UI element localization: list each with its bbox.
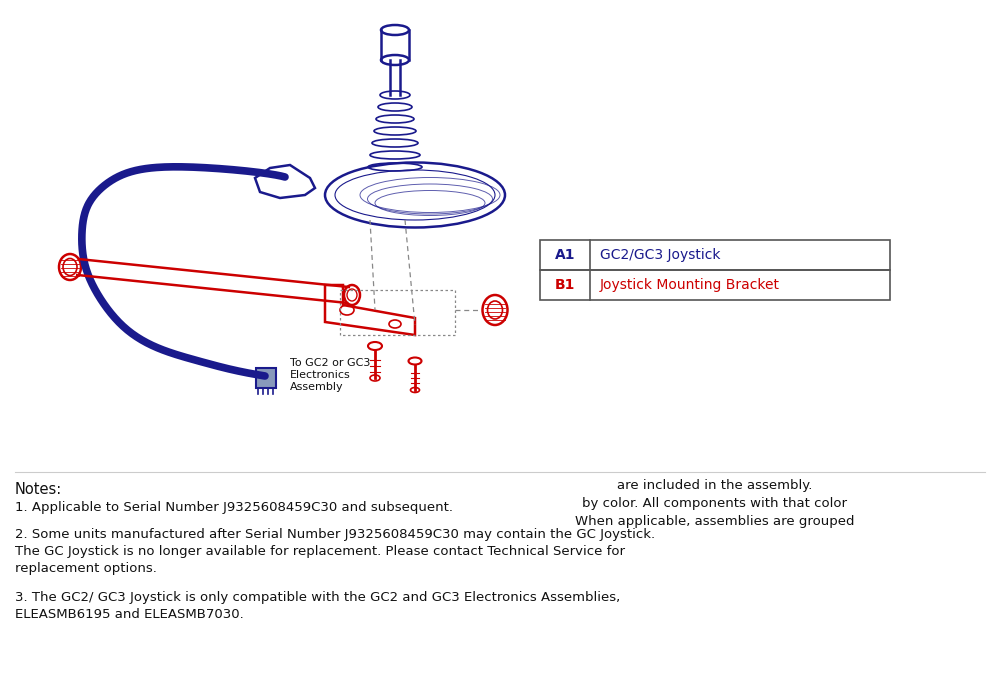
Text: are included in the assembly.: are included in the assembly. [617,479,813,492]
Text: A1: A1 [555,248,575,262]
Text: GC2/GC3 Joystick: GC2/GC3 Joystick [600,248,720,262]
Text: The GC Joystick is no longer available for replacement. Please contact Technical: The GC Joystick is no longer available f… [15,545,625,558]
Text: 1. Applicable to Serial Number J9325608459C30 and subsequent.: 1. Applicable to Serial Number J93256084… [15,501,453,514]
Text: To GC2 or GC3
Electronics
Assembly: To GC2 or GC3 Electronics Assembly [290,358,370,392]
Text: by color. All components with that color: by color. All components with that color [582,497,848,510]
Text: 3. The GC2/ GC3 Joystick is only compatible with the GC2 and GC3 Electronics Ass: 3. The GC2/ GC3 Joystick is only compati… [15,591,620,604]
Text: Joystick Mounting Bracket: Joystick Mounting Bracket [600,278,780,292]
Text: replacement options.: replacement options. [15,562,157,575]
Text: B1: B1 [555,278,575,292]
Text: 2. Some units manufactured after Serial Number J9325608459C30 may contain the GC: 2. Some units manufactured after Serial … [15,528,655,541]
Text: ELEASMB6195 and ELEASMB7030.: ELEASMB6195 and ELEASMB7030. [15,608,244,621]
Polygon shape [256,368,276,388]
Text: Notes:: Notes: [15,482,62,497]
Text: When applicable, assemblies are grouped: When applicable, assemblies are grouped [575,515,855,528]
